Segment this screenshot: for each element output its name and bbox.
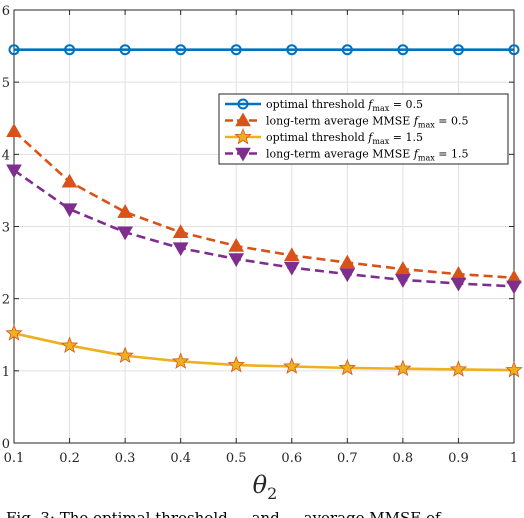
legend-entry: optimal threshold fmax = 1.5 [225, 127, 423, 146]
x-tick-label: 0.4 [170, 451, 191, 466]
x-tick-label: 0.9 [448, 451, 469, 466]
data-point-triangle [61, 173, 78, 188]
y-tick-label: 2 [2, 293, 10, 308]
data-point-triangle [172, 242, 189, 257]
data-point-circle [8, 44, 20, 56]
data-point-circle [452, 44, 464, 56]
series-2 [6, 123, 522, 284]
data-point-star [234, 127, 252, 145]
data-point-triangle [117, 226, 133, 241]
data-point-star [449, 360, 468, 377]
data-point-star [283, 357, 301, 374]
data-point-triangle [283, 247, 300, 262]
figure-caption: Fig. 3: The optimal threshold ... and ..… [6, 509, 460, 518]
data-point-triangle [6, 123, 22, 137]
data-point-triangle [172, 224, 189, 239]
data-point-triangle [235, 112, 251, 127]
legend: optimal threshold fmax = 0.5 long-term av… [218, 93, 509, 165]
data-point-circle [230, 44, 242, 56]
y-tick-label: 4 [2, 148, 10, 163]
x-axis-label: θ2 [253, 471, 278, 503]
data-point-circle [508, 44, 520, 56]
data-point-triangle [450, 277, 467, 292]
grid-lines [13, 9, 515, 444]
y-tick-label: 6 [2, 4, 10, 19]
data-point-circle [237, 98, 249, 110]
series-3 [5, 324, 523, 378]
x-tick-label: 0.2 [59, 451, 80, 466]
data-point-star [171, 352, 190, 369]
legend-box [218, 93, 509, 165]
data-point-circle [119, 44, 131, 56]
series-line [13, 130, 515, 280]
data-point-star [116, 346, 134, 364]
data-point-triangle [6, 164, 22, 179]
x-tick-label: 0.8 [393, 451, 414, 466]
data-point-star [5, 324, 23, 341]
legend-entry: long-term average MMSE fmax = 1.5 [225, 148, 469, 163]
legend-label: long-term average MMSE fmax = 0.5 [266, 115, 469, 130]
data-point-triangle [228, 237, 245, 252]
x-tick-label: 0.3 [115, 451, 136, 466]
series-line [13, 169, 515, 288]
series-lines [5, 44, 523, 378]
data-point-circle [64, 44, 76, 56]
legend-entry: optimal threshold fmax = 0.5 [225, 98, 423, 113]
legend-entry: long-term average MMSE fmax = 0.5 [225, 112, 469, 130]
x-tick-label: 1 [510, 451, 518, 466]
data-point-circle [397, 44, 409, 56]
data-point-circle [175, 44, 187, 56]
y-tick-label: 1 [2, 365, 10, 380]
series-line [13, 332, 515, 372]
data-point-triangle [61, 203, 78, 218]
data-point-circle [341, 44, 353, 56]
data-point-star [60, 336, 79, 353]
data-point-star [394, 359, 412, 377]
y-tick-label: 3 [2, 221, 10, 236]
legend-label: optimal threshold fmax = 0.5 [266, 98, 423, 113]
data-point-triangle [283, 261, 300, 276]
data-point-triangle [395, 274, 411, 288]
y-tick-label: 5 [2, 76, 10, 91]
legend-label: long-term average MMSE fmax = 1.5 [266, 148, 469, 163]
legend-label: optimal threshold fmax = 1.5 [266, 131, 423, 146]
data-point-triangle [117, 204, 133, 218]
data-point-star [227, 355, 245, 373]
data-point-triangle [235, 147, 251, 162]
x-tick-label: 0.6 [281, 451, 302, 466]
x-tick-label: 0.1 [4, 451, 25, 466]
y-tick-label: 0 [2, 437, 10, 452]
series-4 [6, 164, 522, 295]
series-1 [8, 44, 520, 56]
data-point-triangle [228, 253, 245, 267]
axes: 0.1 0.2 0.3 0.4 0.5 0.6 0.7 0.8 0.9 1 0 1 2 3 4 5 6 θ2 [2, 4, 518, 503]
data-point-circle [286, 44, 298, 56]
x-tick-label: 0.5 [226, 451, 247, 466]
data-point-triangle [506, 280, 522, 295]
data-point-triangle [339, 254, 356, 269]
data-point-triangle [339, 268, 356, 283]
x-tick-label: 0.7 [337, 451, 358, 466]
data-point-star [338, 358, 357, 376]
data-point-star [505, 360, 523, 378]
